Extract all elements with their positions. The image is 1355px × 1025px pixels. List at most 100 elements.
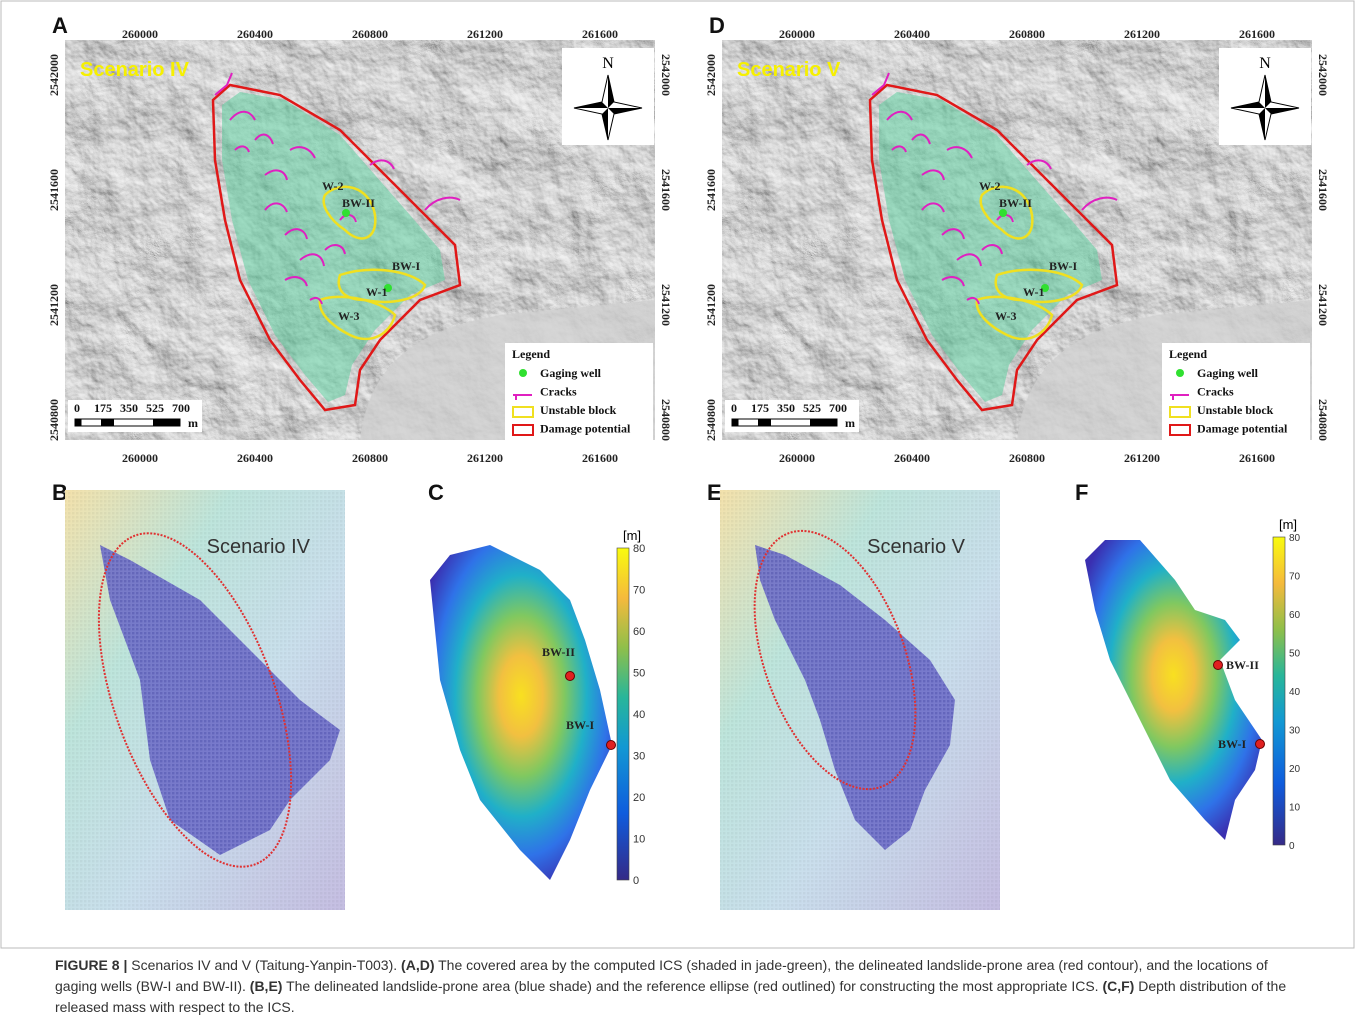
block-label: W-1 — [1023, 285, 1045, 299]
unstable-block — [994, 268, 1084, 304]
legend-item: Gaging well — [540, 366, 602, 380]
x-tick-label: 260400 — [894, 451, 930, 465]
colorbar-tick-label: 10 — [1289, 803, 1301, 814]
map-panel: D BW-I BW-II W-1 W-2 W-3 Scenario V N Legend Gagi… — [704, 13, 1330, 465]
prone-area — [100, 545, 340, 855]
well-point — [606, 740, 616, 750]
caption-key: (A,D) — [401, 957, 435, 973]
crack — [966, 296, 980, 305]
crack — [941, 228, 965, 240]
well-label: BW-II — [342, 196, 375, 210]
legend-item: Unstable block — [1197, 403, 1274, 417]
crack — [921, 202, 945, 213]
crack — [981, 244, 1003, 255]
scale-label: 525 — [803, 401, 821, 415]
gaging-well — [342, 209, 350, 217]
crack — [921, 169, 945, 181]
panel-letter: C — [428, 480, 444, 505]
crack — [941, 276, 965, 287]
y-tick-label: 2541600 — [704, 169, 718, 211]
scale-seg — [732, 419, 739, 426]
x-tick-label: 261200 — [467, 451, 503, 465]
scale-label: 175 — [751, 401, 769, 415]
crack — [234, 145, 250, 153]
colorbar-unit: [m] — [623, 528, 641, 543]
crack — [911, 133, 931, 145]
unstable-block — [979, 185, 1034, 240]
y-tick-label: 2542000 — [47, 54, 61, 96]
scale-label: 700 — [829, 401, 847, 415]
y-tick-label: 2541600 — [659, 169, 673, 211]
colorbar — [616, 547, 630, 881]
colorbar-tick-label: 60 — [633, 626, 645, 638]
scale-seg — [75, 419, 82, 426]
gaging-well — [1041, 284, 1049, 292]
y-tick-label: 2541200 — [704, 284, 718, 326]
x-tick-label: 260400 — [894, 27, 930, 41]
caption-text: The delineated landslide-prone area (blu… — [286, 978, 1099, 994]
x-tick-label: 260000 — [122, 27, 158, 41]
well-label: BW-I — [392, 259, 421, 273]
x-tick-label: 261200 — [1124, 27, 1160, 41]
x-tick-label: 261200 — [1124, 451, 1160, 465]
colorbar-tick-label: 70 — [633, 585, 645, 597]
colorbar-tick-label: 40 — [633, 709, 645, 721]
depth-area — [1085, 540, 1262, 840]
legend-item: Cracks — [540, 385, 577, 399]
legend-well — [1176, 369, 1184, 377]
x-tick-label: 261200 — [467, 27, 503, 41]
x-tick-label: 260000 — [779, 27, 815, 41]
crack — [254, 133, 274, 145]
scale-label: 525 — [146, 401, 164, 415]
north-label: N — [1259, 55, 1271, 72]
legend-title: Legend — [512, 347, 550, 361]
well-label: BW-I — [1218, 737, 1247, 751]
x-tick-label: 260800 — [352, 451, 388, 465]
colorbar-tick-label: 20 — [633, 792, 645, 804]
caption-key: (B,E) — [249, 978, 283, 994]
caption-intro: Scenarios IV and V (Taitung-Yanpin-T003)… — [131, 957, 398, 973]
colorbar-tick-label: 80 — [633, 543, 645, 555]
crack — [891, 145, 907, 153]
legend-item: Damage potential — [540, 422, 631, 436]
y-tick-label: 2540800 — [659, 399, 673, 441]
unstable-block — [337, 268, 427, 304]
crack — [886, 110, 913, 121]
block-label: W-3 — [995, 309, 1017, 323]
y-tick-label: 2541200 — [47, 284, 61, 326]
panel-letter: B — [52, 480, 68, 505]
colorbar-tick-label: 80 — [1289, 533, 1301, 544]
depth-area — [430, 545, 612, 880]
north-label: N — [602, 55, 614, 72]
crack — [284, 276, 308, 287]
block-label: W-3 — [338, 309, 360, 323]
colorbar-tick-label: 10 — [633, 834, 645, 846]
caption-text: Depth distribution of the released mass … — [55, 978, 1287, 1015]
crack — [996, 214, 1014, 223]
colorbar-tick-label: 0 — [633, 875, 639, 887]
unstable-block — [322, 185, 377, 240]
legend-item: Damage potential — [1197, 422, 1288, 436]
panel-letter: D — [709, 13, 725, 38]
y-tick-label: 2540800 — [1316, 399, 1330, 441]
well-label: BW-II — [1226, 658, 1259, 672]
legend-block — [512, 406, 534, 418]
legend-well — [519, 369, 527, 377]
crack — [284, 228, 308, 240]
crack — [299, 253, 325, 267]
panel-letter: A — [52, 13, 68, 38]
crack — [289, 146, 316, 159]
crack — [369, 159, 395, 170]
caption-key: (C,F) — [1102, 978, 1135, 994]
caption: FIGURE 8 | Scenarios IV and V (Taitung-Y… — [55, 955, 1310, 1018]
well-label: BW-II — [542, 645, 575, 659]
scenario-label: Scenario IV — [207, 536, 311, 558]
scale-unit: m — [188, 416, 198, 430]
legend-box — [505, 343, 653, 440]
reference-ellipse — [97, 532, 293, 868]
crack — [339, 214, 357, 223]
legend-item: Cracks — [1197, 385, 1234, 399]
scale-label: 0 — [731, 401, 737, 415]
crack — [264, 169, 288, 181]
legend-damage — [1169, 424, 1191, 436]
